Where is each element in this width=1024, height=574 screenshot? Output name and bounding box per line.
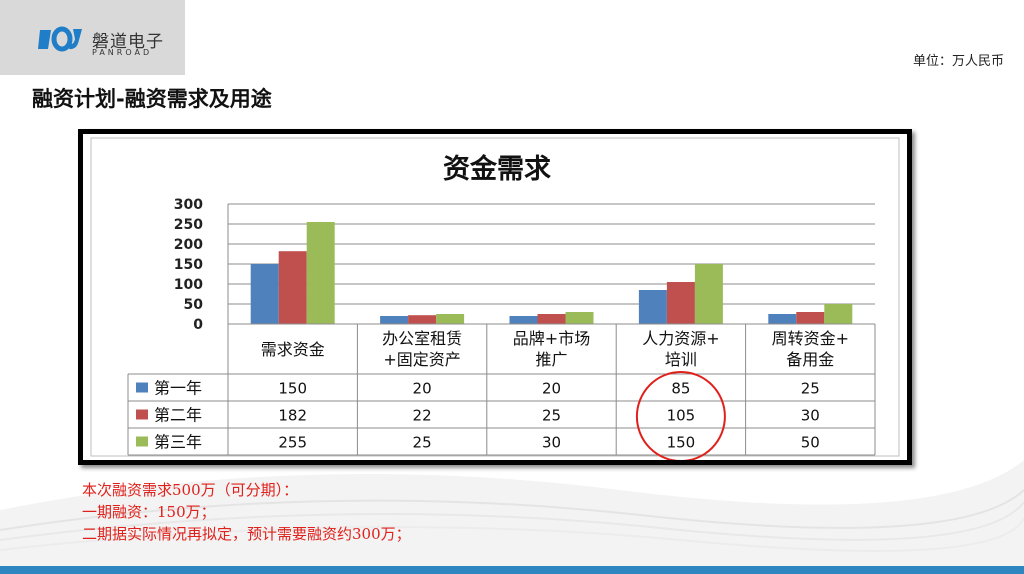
data-table-value: 22 <box>413 407 432 425</box>
y-tick-label: 50 <box>184 297 204 313</box>
bar <box>250 264 279 324</box>
bar <box>278 251 307 324</box>
bar <box>768 314 797 324</box>
logo-text-cn: 磐道电子 <box>92 32 164 52</box>
data-table-value: 25 <box>801 380 820 398</box>
panroad-logo-icon <box>38 26 82 52</box>
bar <box>509 316 538 324</box>
x-category-label: 培训 <box>665 350 697 369</box>
y-tick-label: 200 <box>174 237 203 253</box>
legend-label: 第三年 <box>154 433 202 452</box>
x-category-label: 办公室租赁 <box>382 329 462 348</box>
data-table-value: 150 <box>667 434 696 452</box>
bar <box>565 312 594 324</box>
highlight-circle <box>635 371 726 460</box>
chart-frame: 资金需求 0 50 100 150 200 250 300 需求资金 办公室租赁 +固定资产 品牌+市… <box>78 129 912 465</box>
bar <box>638 290 667 324</box>
data-table-value: 30 <box>801 407 820 425</box>
data-table-value: 25 <box>542 407 561 425</box>
data-table-value: 255 <box>278 434 307 452</box>
funding-demand-chart: 资金需求 0 50 100 150 200 250 300 需求资金 办公室租赁 +固定资产 品牌+市… <box>90 137 900 460</box>
bar <box>537 314 566 324</box>
data-table-value: 182 <box>278 407 307 425</box>
logo-area: 磐道电子 PANROAD <box>0 0 185 75</box>
data-table-value: 20 <box>413 380 432 398</box>
page-title: 融资计划-融资需求及用途 <box>32 87 272 111</box>
chart-inner-border <box>90 137 900 457</box>
data-table-value: 150 <box>278 380 307 398</box>
chart-title: 资金需求 <box>443 153 551 185</box>
x-category-label: 品牌+市场 <box>513 329 590 348</box>
bar <box>436 314 465 324</box>
data-table-value: 20 <box>542 380 561 398</box>
bar <box>796 312 825 324</box>
legend-label: 第二年 <box>154 406 202 425</box>
bar <box>666 282 695 324</box>
data-table-value: 105 <box>667 407 696 425</box>
y-tick-label: 150 <box>174 257 203 273</box>
background-wave-decoration <box>0 460 1024 574</box>
x-category-label: 人力资源+ <box>642 329 719 348</box>
y-tick-label: 100 <box>174 277 203 293</box>
note-line: 二期据实际情况再拟定，预计需要融资约300万； <box>82 525 411 543</box>
data-table-value: 85 <box>671 380 690 398</box>
data-table-value: 25 <box>413 434 432 452</box>
unit-label: 单位：万人民币 <box>912 54 1004 69</box>
x-category-label: 推广 <box>535 350 567 369</box>
bottom-accent-bar <box>0 566 1024 574</box>
legend-key <box>136 382 148 393</box>
data-table-value: 50 <box>801 434 820 452</box>
bar <box>380 316 409 324</box>
legend-key <box>136 436 148 447</box>
legend-key <box>136 409 148 420</box>
x-category-label: 需求资金 <box>261 340 325 359</box>
y-tick-label: 300 <box>174 197 203 213</box>
x-category-label: 周转资金+ <box>772 329 849 348</box>
bar <box>824 304 853 324</box>
note-line: 一期融资：150万； <box>82 503 216 521</box>
y-tick-label: 0 <box>193 317 203 333</box>
x-category-label: 备用金 <box>786 350 834 369</box>
legend-label: 第一年 <box>154 379 202 398</box>
notes-block: 本次融资需求500万（可分期）： 一期融资：150万； 二期据实际情况再拟定，预… <box>82 479 411 545</box>
bar <box>408 315 437 324</box>
logo-text-en: PANROAD <box>92 48 153 57</box>
x-category-label: +固定资产 <box>383 350 460 369</box>
bar <box>694 264 723 324</box>
note-line: 本次融资需求500万（可分期）： <box>82 481 299 499</box>
data-table-value: 30 <box>542 434 561 452</box>
y-tick-label: 250 <box>174 217 203 233</box>
bar <box>306 222 335 324</box>
